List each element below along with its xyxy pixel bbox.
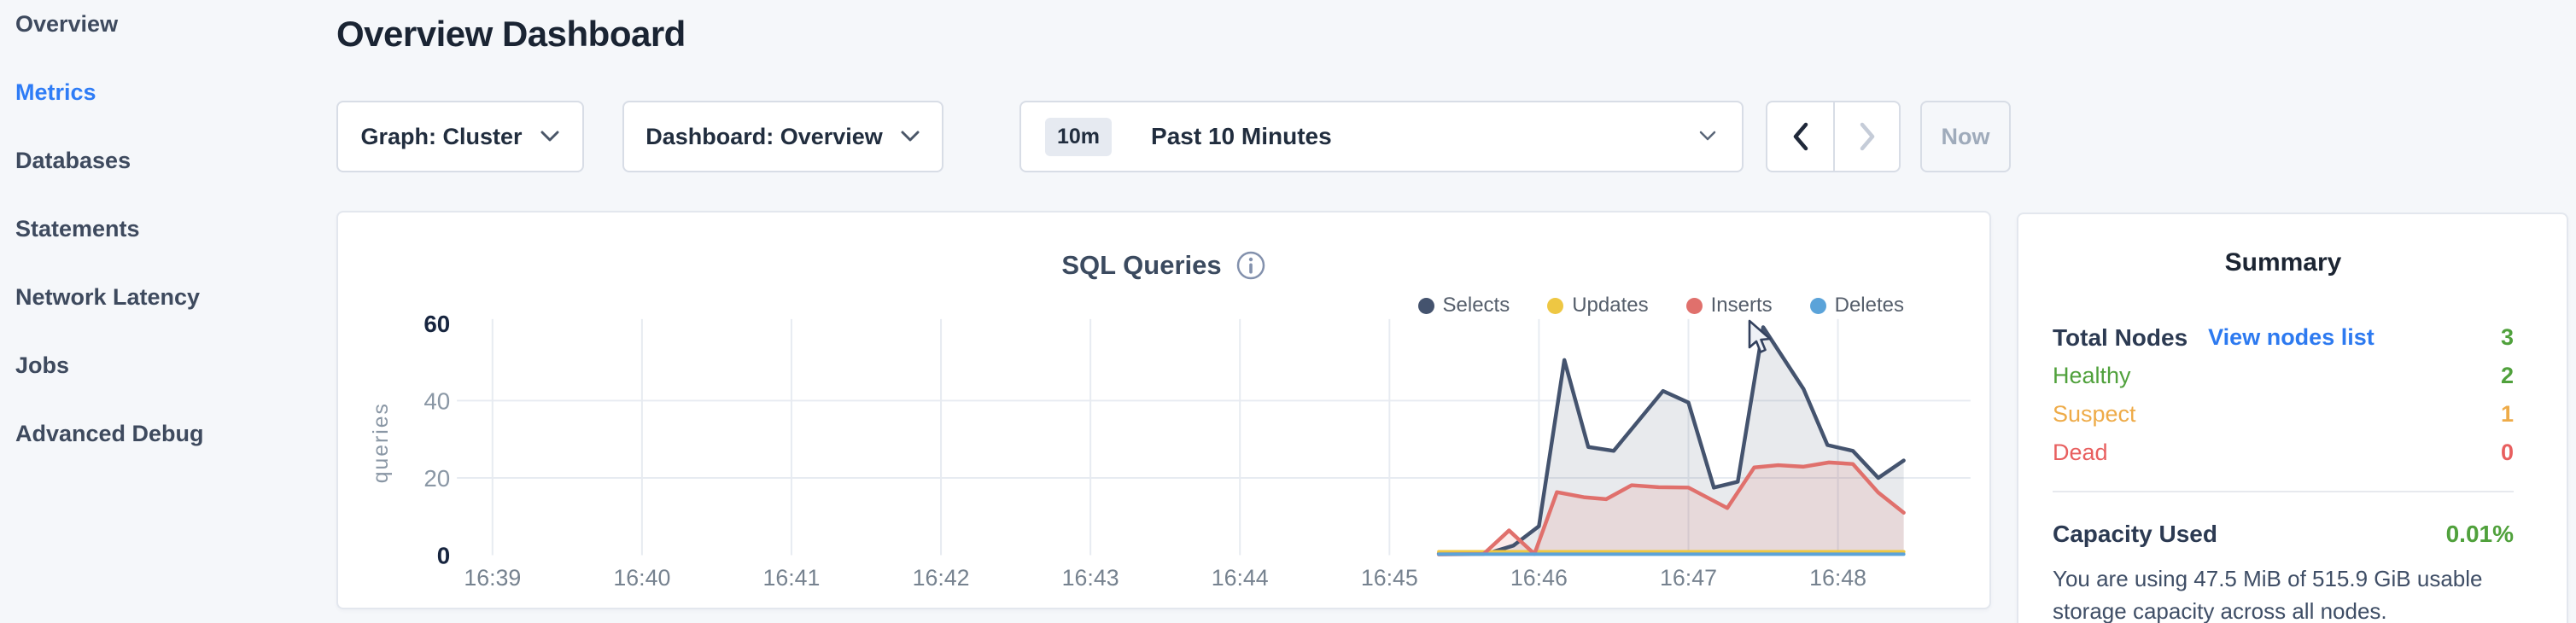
total-nodes-value: 3: [2500, 324, 2514, 350]
chevron-down-icon: [901, 131, 920, 142]
sidebar-item-overview[interactable]: Overview: [15, 10, 119, 37]
legend-dot-icon: [1809, 297, 1826, 314]
graph-dropdown[interactable]: Graph: Cluster: [336, 101, 584, 172]
svg-text:16:42: 16:42: [913, 565, 970, 591]
svg-text:16:41: 16:41: [762, 565, 820, 591]
sql-queries-card: 16:39 16:40 16:41 16:42 16:43 16:44 16:45 16:46…: [336, 211, 1991, 609]
svg-text:16:45: 16:45: [1361, 565, 1418, 591]
summary-divider: [2053, 491, 2514, 492]
sidebar-item-jobs[interactable]: Jobs: [15, 352, 70, 378]
chevron-down-icon: [1699, 131, 1716, 141]
chevron-left-icon: [1793, 122, 1808, 151]
legend-dot-icon: [1685, 297, 1703, 314]
dashboard-dropdown-label: Dashboard: Overview: [645, 123, 883, 149]
svg-text:16:48: 16:48: [1809, 565, 1866, 591]
next-time-button[interactable]: [1833, 102, 1899, 171]
total-nodes-label: Total Nodes: [2053, 323, 2188, 351]
svg-text:16:47: 16:47: [1660, 565, 1717, 591]
chevron-down-icon: [540, 131, 559, 142]
capacity-description: You are using 47.5 MiB of 515.9 GiB usab…: [2053, 566, 2483, 623]
status-row-dead: Dead 0: [2053, 440, 2514, 465]
legend-item-inserts: Inserts: [1685, 294, 1773, 317]
legend-item-updates: Updates: [1547, 294, 1649, 317]
graph-dropdown-label: Graph: Cluster: [360, 123, 523, 149]
svg-text:16:43: 16:43: [1062, 565, 1119, 591]
time-range-dropdown[interactable]: 10m Past 10 Minutes: [1019, 101, 1744, 172]
dashboard-dropdown[interactable]: Dashboard: Overview: [622, 101, 943, 172]
svg-text:40: 40: [423, 387, 450, 414]
svg-text:16:40: 16:40: [613, 565, 670, 591]
chevron-right-icon: [1860, 122, 1874, 151]
sql-queries-plot[interactable]: 16:39 16:40 16:41 16:42 16:43 16:44 16:45 16:46…: [338, 213, 1989, 608]
time-step-arrows: [1766, 101, 1901, 172]
capacity-used-value: 0.01%: [2445, 521, 2514, 547]
now-button[interactable]: Now: [1920, 101, 2011, 172]
sidebar-item-advanced-debug[interactable]: Advanced Debug: [15, 420, 204, 446]
sidebar-nav: Overview Metrics Databases Statements Networ…: [15, 0, 323, 468]
svg-text:60: 60: [423, 311, 450, 337]
mouse-pointer-icon: [1748, 319, 1772, 353]
svg-text:0: 0: [437, 542, 450, 568]
time-range-badge: 10m: [1045, 117, 1113, 156]
summary-panel: Summary Total Nodes View nodes list 3 He…: [2017, 213, 2568, 623]
legend-item-selects: Selects: [1417, 294, 1510, 317]
legend-dot-icon: [1417, 297, 1434, 314]
svg-text:16:39: 16:39: [464, 565, 521, 591]
legend-dot-icon: [1547, 297, 1564, 314]
svg-text:queries: queries: [370, 402, 393, 483]
capacity-used-row: Capacity Used 0.01%: [2053, 513, 2514, 556]
node-status-rows: Healthy 2 Suspect 1 Dead 0: [2053, 357, 2514, 472]
chart-legend: Selects Updates Inserts Deletes: [1417, 294, 1904, 317]
sidebar-item-databases[interactable]: Databases: [15, 147, 131, 173]
prev-time-button[interactable]: [1767, 102, 1833, 171]
summary-title: Summary: [2224, 248, 2342, 277]
legend-item-deletes: Deletes: [1809, 294, 1904, 317]
total-nodes-row: Total Nodes View nodes list 3: [2053, 318, 2514, 357]
capacity-used-label: Capacity Used: [2053, 521, 2217, 547]
sidebar-item-statements[interactable]: Statements: [15, 215, 140, 242]
chart-title: SQL Queries: [1061, 250, 1222, 280]
sidebar-item-network-latency[interactable]: Network Latency: [15, 283, 201, 310]
info-icon[interactable]: [1235, 250, 1266, 281]
view-nodes-list-link[interactable]: View nodes list: [2208, 324, 2374, 350]
status-row-suspect: Suspect 1: [2053, 401, 2514, 427]
page-title: Overview Dashboard: [336, 14, 686, 54]
status-row-healthy: Healthy 2: [2053, 363, 2514, 388]
svg-text:16:46: 16:46: [1510, 565, 1568, 591]
now-button-label: Now: [1941, 123, 1990, 149]
time-range-label: Past 10 Minutes: [1151, 123, 1332, 149]
svg-text:20: 20: [423, 465, 450, 492]
svg-text:16:44: 16:44: [1212, 565, 1269, 591]
sidebar-item-metrics[interactable]: Metrics: [15, 79, 96, 105]
